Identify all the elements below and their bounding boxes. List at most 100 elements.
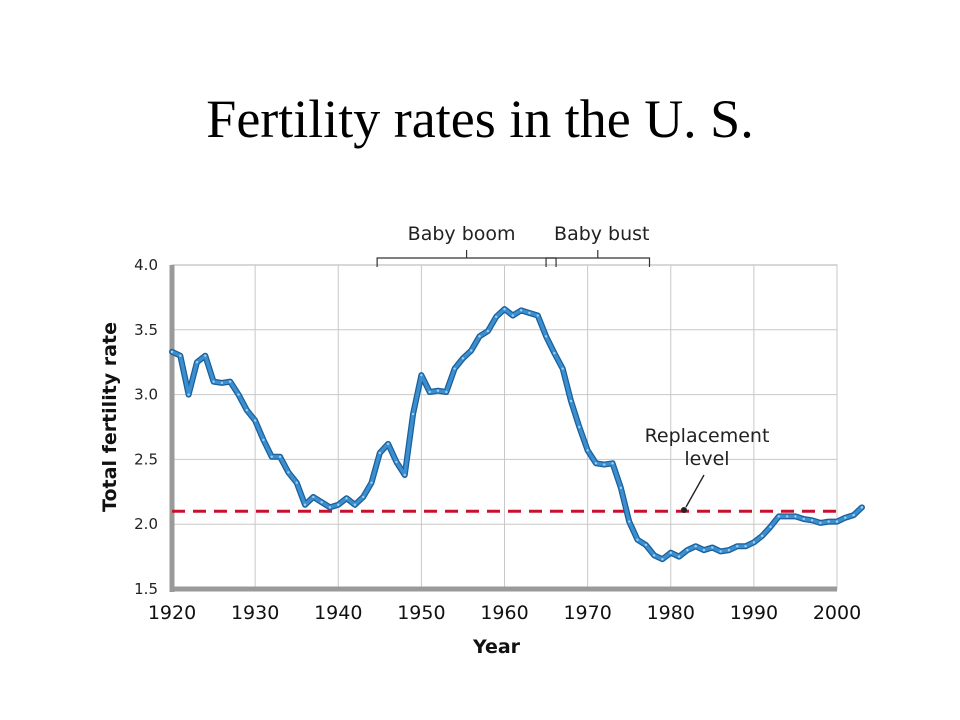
replacement-level-pointer-dot [681, 507, 687, 513]
x-tick-label: 2000 [813, 602, 861, 624]
data-point [445, 390, 448, 394]
x-tick-label: 1940 [314, 602, 362, 624]
data-point [262, 438, 265, 442]
data-point [303, 503, 307, 506]
data-point [835, 520, 839, 523]
data-point [519, 309, 523, 312]
x-tick-label: 1990 [730, 602, 778, 624]
data-point [420, 373, 423, 377]
data-point [810, 519, 814, 522]
data-point [403, 473, 406, 477]
x-tick-label: 1920 [148, 602, 196, 624]
data-point [337, 503, 340, 506]
data-point [237, 393, 240, 396]
data-point [195, 361, 199, 364]
data-point [852, 513, 855, 517]
data-point [785, 515, 789, 518]
data-point [270, 455, 273, 459]
x-axis-title: Year [472, 636, 521, 658]
data-point [378, 451, 382, 455]
data-point [760, 534, 764, 538]
annotation-bracket [376, 257, 557, 267]
data-point [328, 506, 332, 509]
data-point [553, 351, 556, 355]
data-point [478, 335, 481, 338]
replacement-level-label: Replacement level [645, 425, 770, 470]
data-point [386, 442, 390, 446]
data-point [253, 419, 257, 422]
data-point [677, 555, 681, 558]
x-tick-label: 1980 [647, 602, 695, 624]
data-point [652, 554, 656, 557]
data-point [320, 500, 323, 504]
data-point [561, 367, 564, 370]
data-point [245, 408, 249, 412]
data-point [569, 399, 573, 403]
data-point [578, 425, 581, 429]
data-point [627, 520, 631, 523]
x-tick-label: 1960 [480, 602, 528, 624]
annotation-label: Baby boom [408, 223, 516, 245]
data-point [528, 311, 531, 315]
data-point [536, 314, 539, 317]
data-point [470, 349, 473, 352]
replacement-level-pointer [685, 474, 705, 508]
data-point [860, 506, 864, 509]
y-tick-label: 2.5 [134, 450, 158, 468]
data-point [611, 462, 614, 465]
y-tick-label: 3.0 [134, 386, 158, 404]
data-point [619, 486, 623, 490]
data-point [644, 543, 648, 547]
annotation-label: Baby bust [554, 223, 649, 245]
y-tick-label: 3.5 [134, 321, 158, 339]
data-point [461, 357, 465, 360]
data-point [287, 471, 290, 474]
data-point [736, 545, 739, 548]
data-point [752, 541, 756, 544]
data-point [353, 503, 357, 506]
data-point [220, 381, 224, 385]
data-point [744, 545, 747, 548]
data-point [345, 497, 348, 500]
data-point [603, 463, 606, 466]
data-point [212, 380, 215, 383]
data-point [278, 455, 282, 459]
data-point [486, 329, 490, 333]
data-point [694, 545, 697, 548]
x-tick-label: 1930 [231, 602, 279, 624]
data-point [819, 521, 822, 525]
data-point [827, 520, 830, 523]
data-point [187, 393, 190, 396]
data-point [544, 335, 548, 338]
data-point [370, 481, 373, 484]
data-point [453, 367, 456, 370]
data-point [179, 354, 182, 357]
y-tick-label: 2.0 [134, 515, 158, 533]
data-point [204, 354, 207, 357]
y-tick-label: 1.5 [134, 580, 158, 598]
data-point [586, 449, 589, 452]
data-point [503, 307, 506, 311]
y-axis-title: Total fertility rate [99, 322, 121, 512]
data-point [702, 548, 706, 552]
data-point [686, 548, 689, 552]
data-point [428, 390, 431, 394]
data-point [769, 525, 772, 528]
data-point [727, 548, 731, 552]
data-point [636, 538, 639, 541]
data-point [794, 515, 797, 518]
data-point [170, 350, 174, 354]
data-point [411, 412, 415, 416]
annotation-bracket [545, 257, 651, 267]
data-point [511, 314, 515, 317]
data-point [661, 557, 664, 561]
slide-title: Fertility rates in the U. S. [206, 89, 754, 149]
data-point [711, 546, 714, 549]
data-point [295, 481, 298, 484]
data-point [312, 495, 315, 499]
data-point [228, 380, 232, 383]
x-tick-label: 1970 [563, 602, 611, 624]
x-tick-label: 1950 [397, 602, 445, 624]
data-point [395, 460, 398, 464]
data-point [777, 515, 781, 518]
